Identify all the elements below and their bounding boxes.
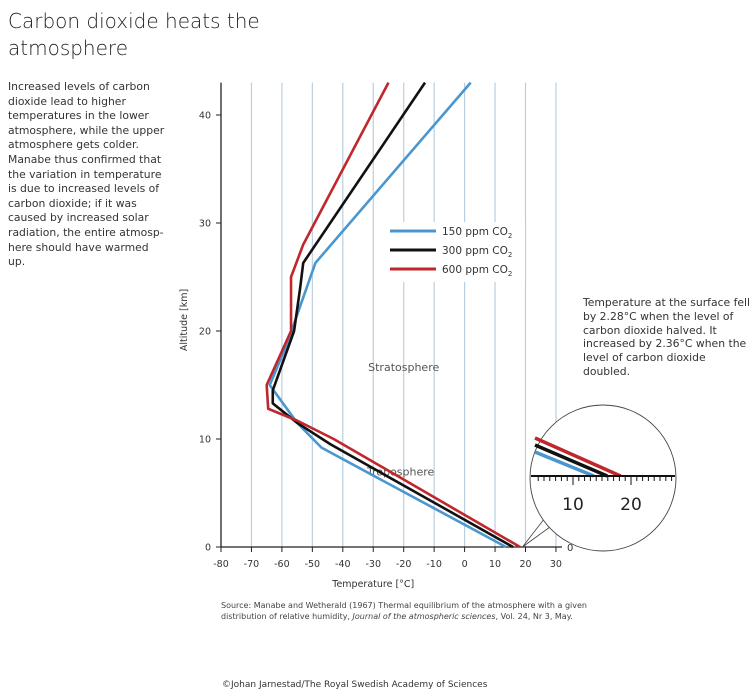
zero-marker-label: 0	[567, 543, 573, 554]
source-journal: Journal of the atmospheric sciences	[352, 612, 496, 621]
y-tick-label: 0	[205, 543, 211, 554]
magnifier-tick-label: 20	[620, 495, 642, 515]
x-tick-label: -80	[213, 559, 229, 570]
x-tick-label: -70	[244, 559, 260, 570]
x-tick-label: -40	[335, 559, 351, 570]
magnified-line-3	[534, 436, 622, 478]
x-tick-label: -10	[426, 559, 442, 570]
x-tick-label: 10	[489, 559, 501, 570]
x-tick-label: 30	[550, 559, 562, 570]
x-tick-label: 20	[519, 559, 531, 570]
x-tick-label: -60	[274, 559, 290, 570]
magnified-line-1	[534, 450, 595, 478]
y-axis-label: Altitude [km]	[179, 289, 190, 351]
legend-label: 300 ppm CO2	[442, 245, 512, 259]
legend-subscript: 2	[508, 232, 512, 240]
magnifier-circle	[529, 404, 677, 552]
surface-annotation: Temperature at the surface fell by 2.28°…	[583, 296, 751, 378]
y-tick-label: 40	[199, 111, 211, 122]
y-tick-label: 20	[199, 327, 211, 338]
magnifier-tick-label: 10	[562, 495, 584, 515]
x-tick-label: 0	[462, 559, 468, 570]
legend-label: 600 ppm CO2	[442, 264, 512, 278]
legend-subscript: 2	[508, 270, 512, 278]
stratosphere-label: Stratosphere	[368, 361, 439, 374]
source-text: Source: Manabe and Wetherald (1967) Ther…	[221, 601, 587, 621]
x-tick-label: -50	[305, 559, 321, 570]
magnified-line-2	[534, 443, 608, 478]
y-tick-label: 30	[199, 219, 211, 230]
source-end: , Vol. 24, Nr 3, May.	[495, 612, 573, 621]
x-tick-label: -30	[365, 559, 381, 570]
x-tick-label: -20	[396, 559, 412, 570]
x-axis-label: Temperature [°C]	[331, 579, 414, 590]
legend-subscript: 2	[508, 251, 512, 259]
series-line-2	[271, 81, 514, 549]
y-tick-label: 10	[199, 435, 211, 446]
source-note: Source: Manabe and Wetherald (1967) Ther…	[221, 600, 621, 622]
credit: ©Johan Jarnestad/The Royal Swedish Acade…	[222, 680, 488, 690]
legend-label: 150 ppm CO2	[442, 226, 512, 240]
page-title: Carbon dioxide heats the atmosphere	[8, 9, 260, 60]
series-line-1	[268, 81, 507, 549]
description: Increased levels of carbon dioxide lead …	[8, 80, 165, 269]
series-line-3	[265, 81, 521, 549]
